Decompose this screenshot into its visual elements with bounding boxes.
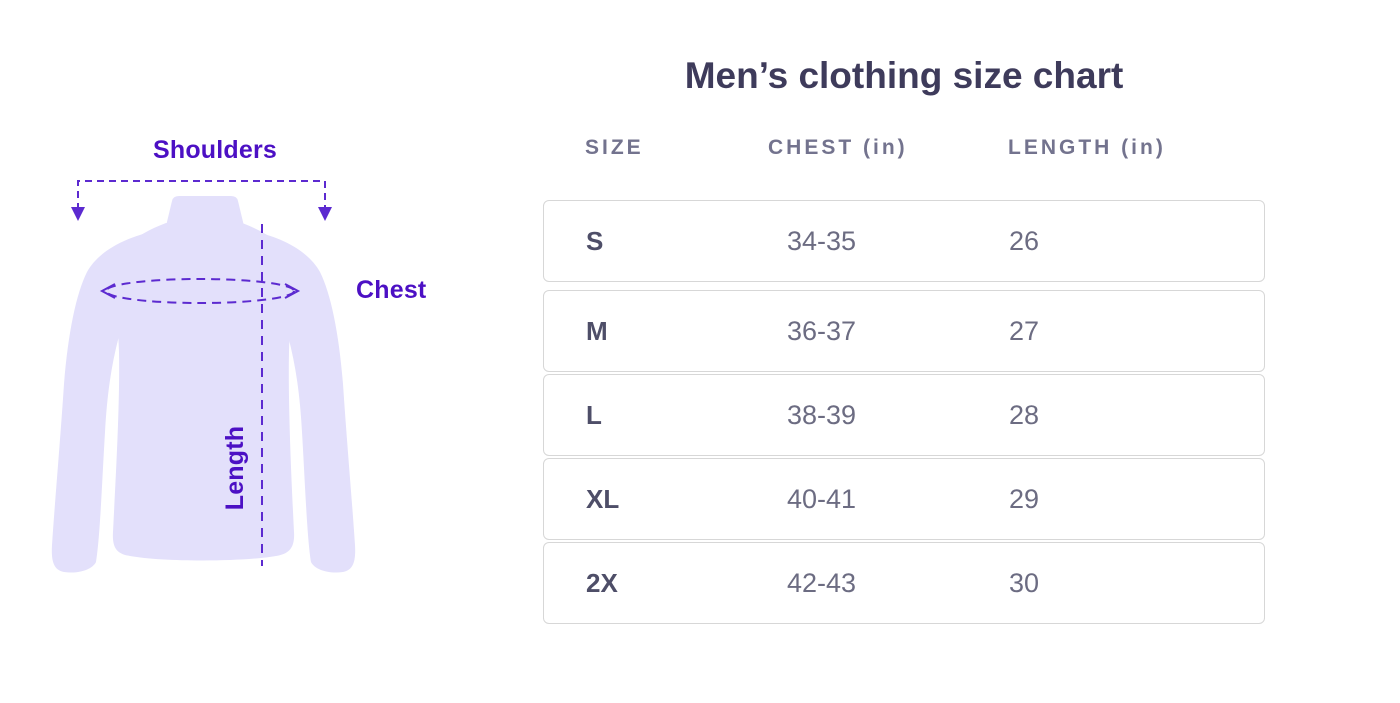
column-header-length: LENGTH (in) — [1008, 136, 1166, 159]
shirt-right-sleeve — [232, 228, 356, 573]
chest-cell: 36-37 — [787, 315, 857, 346]
page-title: Men’s clothing size chart — [684, 55, 1124, 96]
size-cell: M — [586, 315, 608, 346]
chest-cell: 38-39 — [787, 399, 857, 430]
column-header-size: SIZE — [585, 136, 644, 159]
length-cell: 30 — [1009, 567, 1040, 598]
shirt-collar — [166, 196, 244, 226]
shirt-measurement-diagram: Shoulders Chest Length — [0, 0, 470, 703]
chest-arrow-left-icon — [99, 283, 116, 299]
size-cell: 2X — [586, 567, 618, 598]
length-label: Length — [221, 425, 249, 511]
length-cell: 27 — [1009, 315, 1040, 346]
shoulders-arrow-left-icon — [71, 207, 85, 221]
table-row: S 34-35 26 — [543, 200, 1265, 282]
column-header-chest: CHEST (in) — [768, 136, 908, 159]
table-row: L 38-39 28 — [543, 374, 1265, 456]
shirt-illustration — [51, 180, 356, 573]
chest-cell: 42-43 — [787, 567, 857, 598]
chest-measure-ellipse — [105, 278, 295, 304]
table-row: XL 40-41 29 — [543, 458, 1265, 540]
length-cell: 29 — [1009, 483, 1040, 514]
length-cell: 26 — [1009, 225, 1040, 256]
table-row: M 36-37 27 — [543, 290, 1265, 372]
size-table: SIZE CHEST (in) LENGTH (in) S 34-35 26 M… — [543, 133, 1265, 624]
table-header-row: SIZE CHEST (in) LENGTH (in) — [543, 133, 1265, 163]
size-cell: XL — [586, 483, 620, 514]
chest-label: Chest — [356, 276, 427, 304]
table-row: 2X 42-43 30 — [543, 542, 1265, 624]
length-cell: 28 — [1009, 399, 1040, 430]
shoulders-label: Shoulders — [152, 136, 278, 164]
shoulders-arrow-right-icon — [318, 207, 332, 221]
shoulders-measure-line — [77, 180, 326, 210]
size-cell: S — [586, 225, 604, 256]
size-cell: L — [586, 399, 602, 430]
chest-cell: 34-35 — [787, 225, 857, 256]
shirt-body — [112, 223, 295, 561]
chest-arrow-right-icon — [284, 283, 301, 299]
chest-cell: 40-41 — [787, 483, 857, 514]
shirt-left-sleeve — [51, 228, 176, 573]
